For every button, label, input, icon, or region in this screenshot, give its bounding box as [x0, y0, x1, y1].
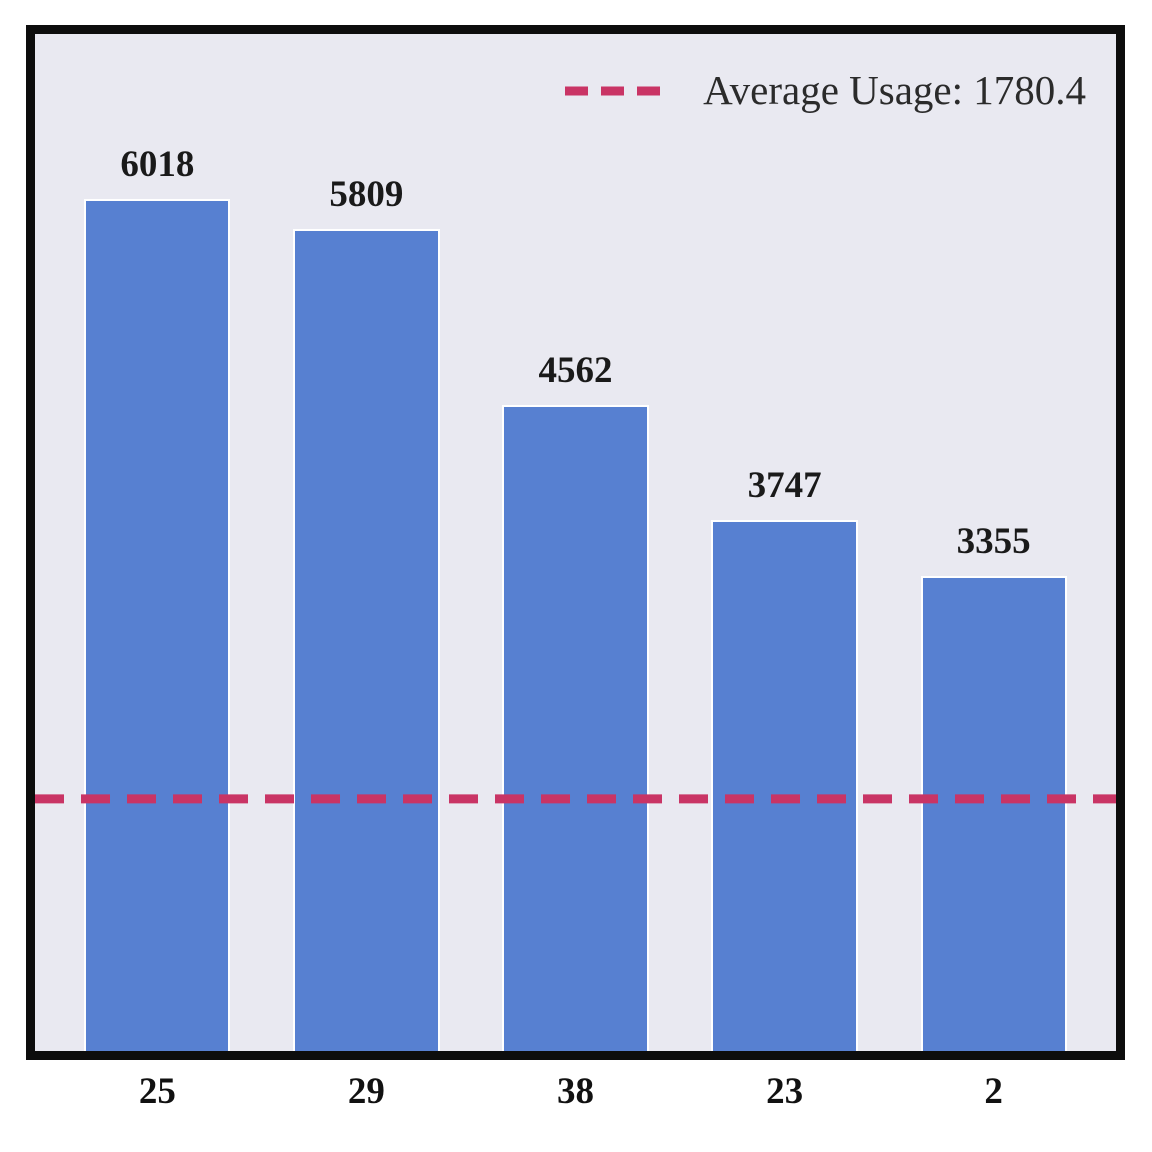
x-tick-label: 2	[984, 1071, 1003, 1112]
bar-value-label: 5809	[329, 173, 404, 215]
bar	[84, 198, 231, 1051]
bar-value-label: 6018	[120, 143, 195, 185]
bar	[293, 228, 440, 1051]
x-axis-labels: 25 29 38 23 2	[35, 1066, 1116, 1118]
legend-label: Average Usage: 1780.4	[703, 67, 1086, 113]
bar-value-label: 3355	[956, 521, 1031, 562]
bar	[711, 520, 858, 1051]
plot-frame: 6018 5809 4562 3747 3355 Average Usage: 1780…	[26, 25, 1125, 1060]
bar-value-label: 3747	[747, 465, 822, 507]
bar	[502, 405, 649, 1051]
x-tick-label: 25	[138, 1071, 176, 1112]
x-tick-label: 29	[347, 1071, 385, 1112]
bar	[920, 576, 1067, 1051]
legend: Average Usage: 1780.4	[565, 70, 1086, 111]
x-tick-label: 38	[557, 1071, 594, 1112]
bar-value-label: 4562	[538, 350, 613, 392]
plot-area: 6018 5809 4562 3747 3355 Average Usage: 1780…	[35, 34, 1116, 1051]
x-tick-label: 23	[766, 1071, 804, 1112]
legend-dash-icon	[565, 86, 666, 95]
